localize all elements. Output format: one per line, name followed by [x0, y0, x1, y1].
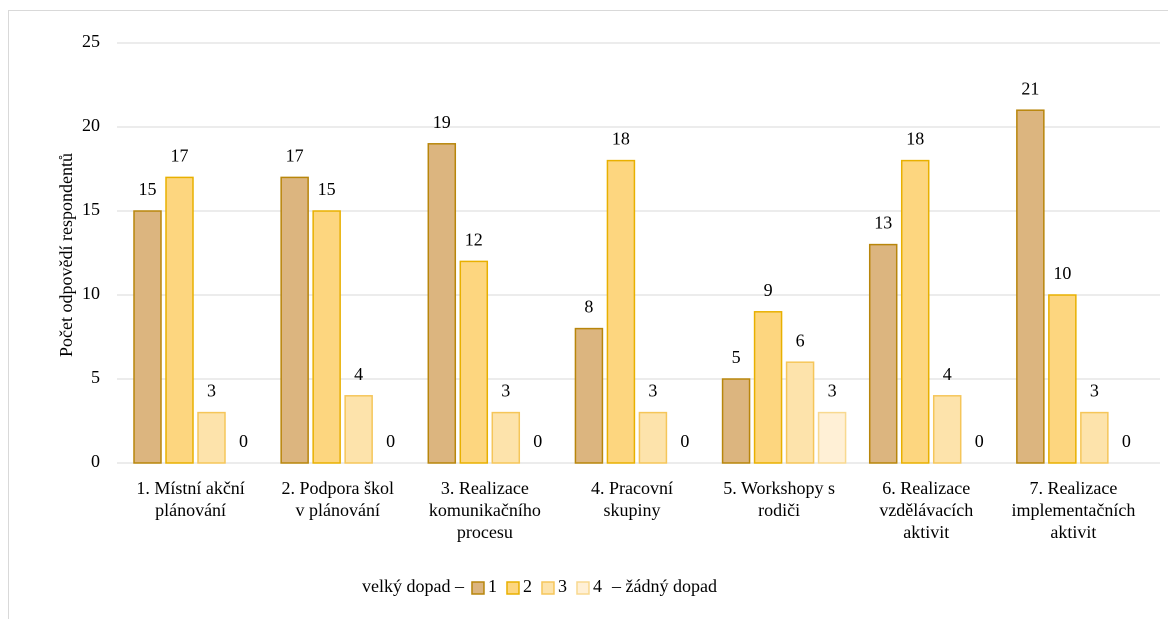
data-label: 3 [1090, 381, 1099, 401]
bar [280, 176, 309, 464]
y-tick-label: 15 [82, 199, 100, 219]
x-tick-label: 3. Realizace [441, 478, 529, 498]
x-tick-label: 4. Pracovní [591, 478, 673, 498]
bar [491, 411, 521, 464]
x-tick-label: aktivit [1050, 522, 1096, 542]
data-label: 12 [465, 230, 483, 250]
legend-label: 2 [523, 576, 532, 596]
legend-swatch [576, 581, 590, 595]
data-label: 15 [139, 179, 157, 199]
x-tick-label: 1. Místní akční [136, 478, 245, 498]
data-label: 5 [732, 347, 741, 367]
data-label: 0 [386, 431, 395, 451]
x-tick-label: rodiči [758, 500, 800, 520]
y-tick-label: 20 [82, 115, 100, 135]
legend-swatch [541, 581, 555, 595]
y-tick-label: 25 [82, 31, 100, 51]
bar [932, 395, 962, 464]
bar [638, 411, 668, 464]
bar [785, 361, 815, 464]
x-tick-label: procesu [457, 522, 513, 542]
y-tick-label: 0 [91, 451, 100, 471]
x-tick-label: plánování [155, 500, 226, 520]
x-tick-label: 5. Workshopy s [723, 478, 835, 498]
legend-suffix: – žádný dopad [611, 576, 717, 596]
legend-label: 3 [558, 576, 567, 596]
bar [574, 327, 604, 464]
x-tick-label: implementačních [1011, 500, 1135, 520]
bar [721, 378, 751, 464]
chart-frame [8, 10, 1168, 619]
bar [817, 411, 847, 464]
data-label: 6 [796, 330, 805, 350]
bar [1016, 109, 1045, 464]
data-label: 0 [1122, 431, 1131, 451]
data-label: 3 [648, 381, 657, 401]
data-label: 0 [680, 431, 689, 451]
data-label: 18 [906, 129, 924, 149]
data-label: 18 [612, 129, 630, 149]
data-label: 21 [1021, 78, 1039, 98]
data-label: 0 [239, 431, 248, 451]
data-label: 3 [828, 381, 837, 401]
x-tick-label: 6. Realizace [882, 478, 970, 498]
bar [165, 176, 194, 464]
x-tick-label: skupiny [603, 500, 660, 520]
data-label: 19 [433, 112, 451, 132]
x-tick-label: komunikačního [429, 500, 541, 520]
y-tick-label: 10 [82, 283, 100, 303]
data-label: 3 [501, 381, 510, 401]
legend-swatch [506, 581, 520, 595]
y-axis-label: Počet odpovědí respondentů [56, 153, 76, 357]
bar [427, 143, 457, 464]
bar [753, 311, 783, 464]
legend-prefix: velký dopad – [362, 576, 465, 596]
bar [312, 210, 341, 464]
data-label: 4 [943, 364, 952, 384]
bar [197, 411, 226, 464]
bar [459, 260, 489, 464]
y-tick-label: 5 [91, 367, 100, 387]
bar [900, 159, 930, 464]
data-label: 3 [207, 381, 216, 401]
bar [1080, 411, 1109, 464]
legend-label: 4 [593, 576, 602, 596]
bar [606, 159, 636, 464]
bar [868, 243, 898, 464]
data-label: 13 [874, 213, 892, 233]
bar [344, 395, 373, 464]
x-tick-label: 2. Podpora škol [281, 478, 394, 498]
data-label: 0 [533, 431, 542, 451]
data-label: 9 [764, 280, 773, 300]
legend-label: 1 [488, 576, 497, 596]
x-tick-label: 7. Realizace [1029, 478, 1117, 498]
bar [1048, 294, 1077, 464]
bar [133, 210, 162, 464]
data-label: 15 [318, 179, 336, 199]
data-label: 4 [354, 364, 363, 384]
x-tick-label: vzdělávacích [879, 500, 973, 520]
data-label: 8 [584, 297, 593, 317]
x-tick-label: aktivit [903, 522, 949, 542]
data-label: 10 [1053, 263, 1071, 283]
legend-swatch [471, 581, 485, 595]
data-label: 0 [975, 431, 984, 451]
data-label: 17 [171, 146, 189, 166]
x-tick-label: v plánování [295, 500, 379, 520]
data-label: 17 [286, 146, 304, 166]
